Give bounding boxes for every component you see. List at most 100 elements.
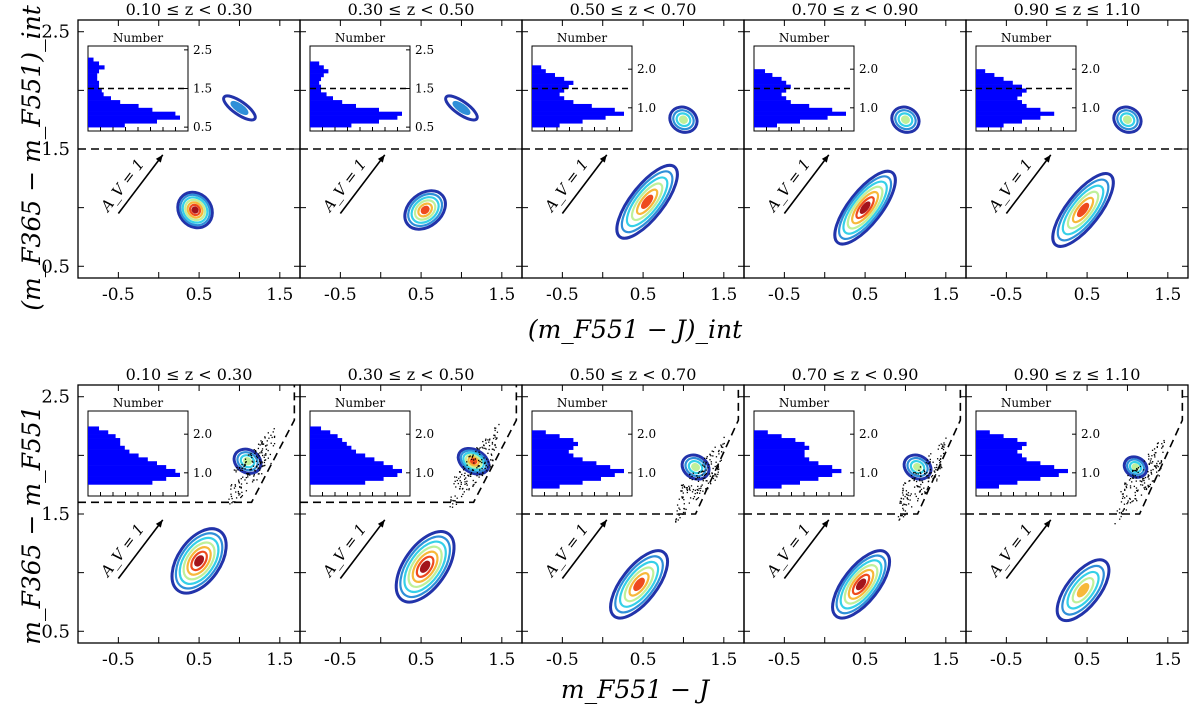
scatter-point (496, 437, 498, 440)
scatter-point (902, 487, 904, 490)
scatter-point (681, 484, 684, 487)
scatter-point (701, 474, 703, 476)
scatter-point (477, 465, 480, 467)
scatter-point (716, 476, 718, 478)
scatter-point (230, 488, 232, 490)
contour-level (191, 206, 199, 214)
scatter-point (260, 451, 262, 453)
scatter-point (454, 476, 456, 478)
arrow-head (1043, 519, 1051, 528)
scatter-point (697, 472, 700, 474)
contour-level (462, 451, 485, 471)
scatter-point (1114, 523, 1116, 525)
scatter-point (472, 469, 475, 471)
scatter-point (249, 469, 251, 471)
arrow-label: A_V = 1 (540, 155, 592, 216)
contour-level (452, 100, 471, 116)
inset-y-tick-label: 2.0 (1081, 427, 1100, 441)
histogram-bin (310, 115, 398, 120)
scatter-point (242, 476, 244, 478)
scatter-point (1157, 442, 1159, 444)
histogram-bin (310, 100, 343, 105)
scatter-point (453, 483, 455, 485)
inset-title: Number (113, 31, 163, 45)
scatter-point (251, 460, 253, 462)
scatter-point (264, 437, 266, 439)
scatter-point (1124, 482, 1126, 484)
scatter-point (263, 456, 265, 458)
scatter-point (702, 478, 705, 480)
contour-level (1119, 112, 1136, 128)
scatter-point (235, 491, 237, 493)
scatter-point (486, 470, 488, 472)
scatter-point (924, 491, 926, 493)
scatter-point (678, 514, 680, 516)
histogram-bin (754, 88, 787, 93)
scatter-point (910, 474, 913, 477)
scatter-point (254, 469, 256, 471)
bottom-row-ylabel: m_F365 − m_F551 (17, 405, 46, 644)
scatter-point (455, 503, 458, 505)
scatter-point (914, 493, 916, 495)
scatter-point (482, 447, 484, 449)
scatter-point (1125, 486, 1128, 489)
scatter-point (710, 461, 712, 463)
histogram-bin (88, 480, 153, 485)
scatter-point (718, 468, 720, 470)
scatter-point (245, 461, 247, 463)
scatter-point (691, 491, 694, 493)
contour-level (1066, 190, 1100, 230)
scatter-point (718, 449, 720, 452)
scatter-point (683, 485, 685, 488)
panel-0-2: A_V = 1 -0.5 0.5 1.5 0.50 ≤ z < 0.70 2.0 1.0 Nu… (521, 0, 745, 305)
scatter-point (241, 467, 244, 470)
scatter-point (1135, 480, 1137, 482)
inset-y-tick-label: 1.0 (859, 101, 878, 115)
scatter-point (255, 460, 258, 462)
inset-y-tick-label: 2.0 (1081, 62, 1100, 76)
scatter-point (707, 467, 709, 469)
scatter-point (254, 449, 257, 452)
scatter-point (261, 461, 263, 463)
scatter-point (270, 462, 272, 465)
histogram-bin (532, 453, 574, 458)
scatter-point (941, 447, 943, 450)
scatter-point (479, 473, 481, 476)
scatter-point (236, 466, 238, 469)
histogram-bin (754, 449, 805, 454)
scatter-point (902, 507, 904, 510)
scatter-point (486, 458, 488, 460)
scatter-point (493, 449, 495, 451)
scatter-point (927, 480, 930, 482)
histogram-bin (532, 73, 555, 78)
scatter-point (496, 431, 499, 433)
histogram-bin (310, 476, 384, 481)
scatter-point (929, 472, 931, 474)
scatter-point (719, 460, 721, 463)
scatter-point (712, 467, 714, 470)
panel-0-4: A_V = 1 -0.5 0.5 1.5 0.90 ≤ z ≤ 1.10 2.0 1.0 Nu… (965, 0, 1189, 305)
scatter-point (676, 513, 678, 515)
scatter-point (483, 444, 485, 447)
scatter-point (247, 474, 249, 476)
histogram-bin (88, 472, 180, 477)
scatter-point (905, 490, 908, 492)
scatter-point (459, 480, 461, 482)
scatter-point (929, 468, 932, 471)
inset-title: Number (113, 396, 163, 410)
extinction-arrow (339, 154, 386, 214)
scatter-point (466, 488, 468, 491)
x-tick-label: -0.5 (768, 650, 801, 670)
contour-level (1051, 172, 1115, 248)
panel-0-3: A_V = 1 -0.5 0.5 1.5 0.70 ≤ z < 0.90 2.0 1.0 Nu… (743, 0, 967, 305)
threshold-line (966, 385, 1184, 515)
contour-level (407, 545, 443, 588)
scatter-point (906, 497, 908, 500)
histogram-bin (88, 65, 105, 70)
histogram-bin (310, 461, 384, 466)
scatter-point (926, 459, 928, 461)
histogram-bin (532, 449, 569, 454)
scatter-point (473, 462, 475, 464)
scatter-point (1137, 467, 1140, 469)
